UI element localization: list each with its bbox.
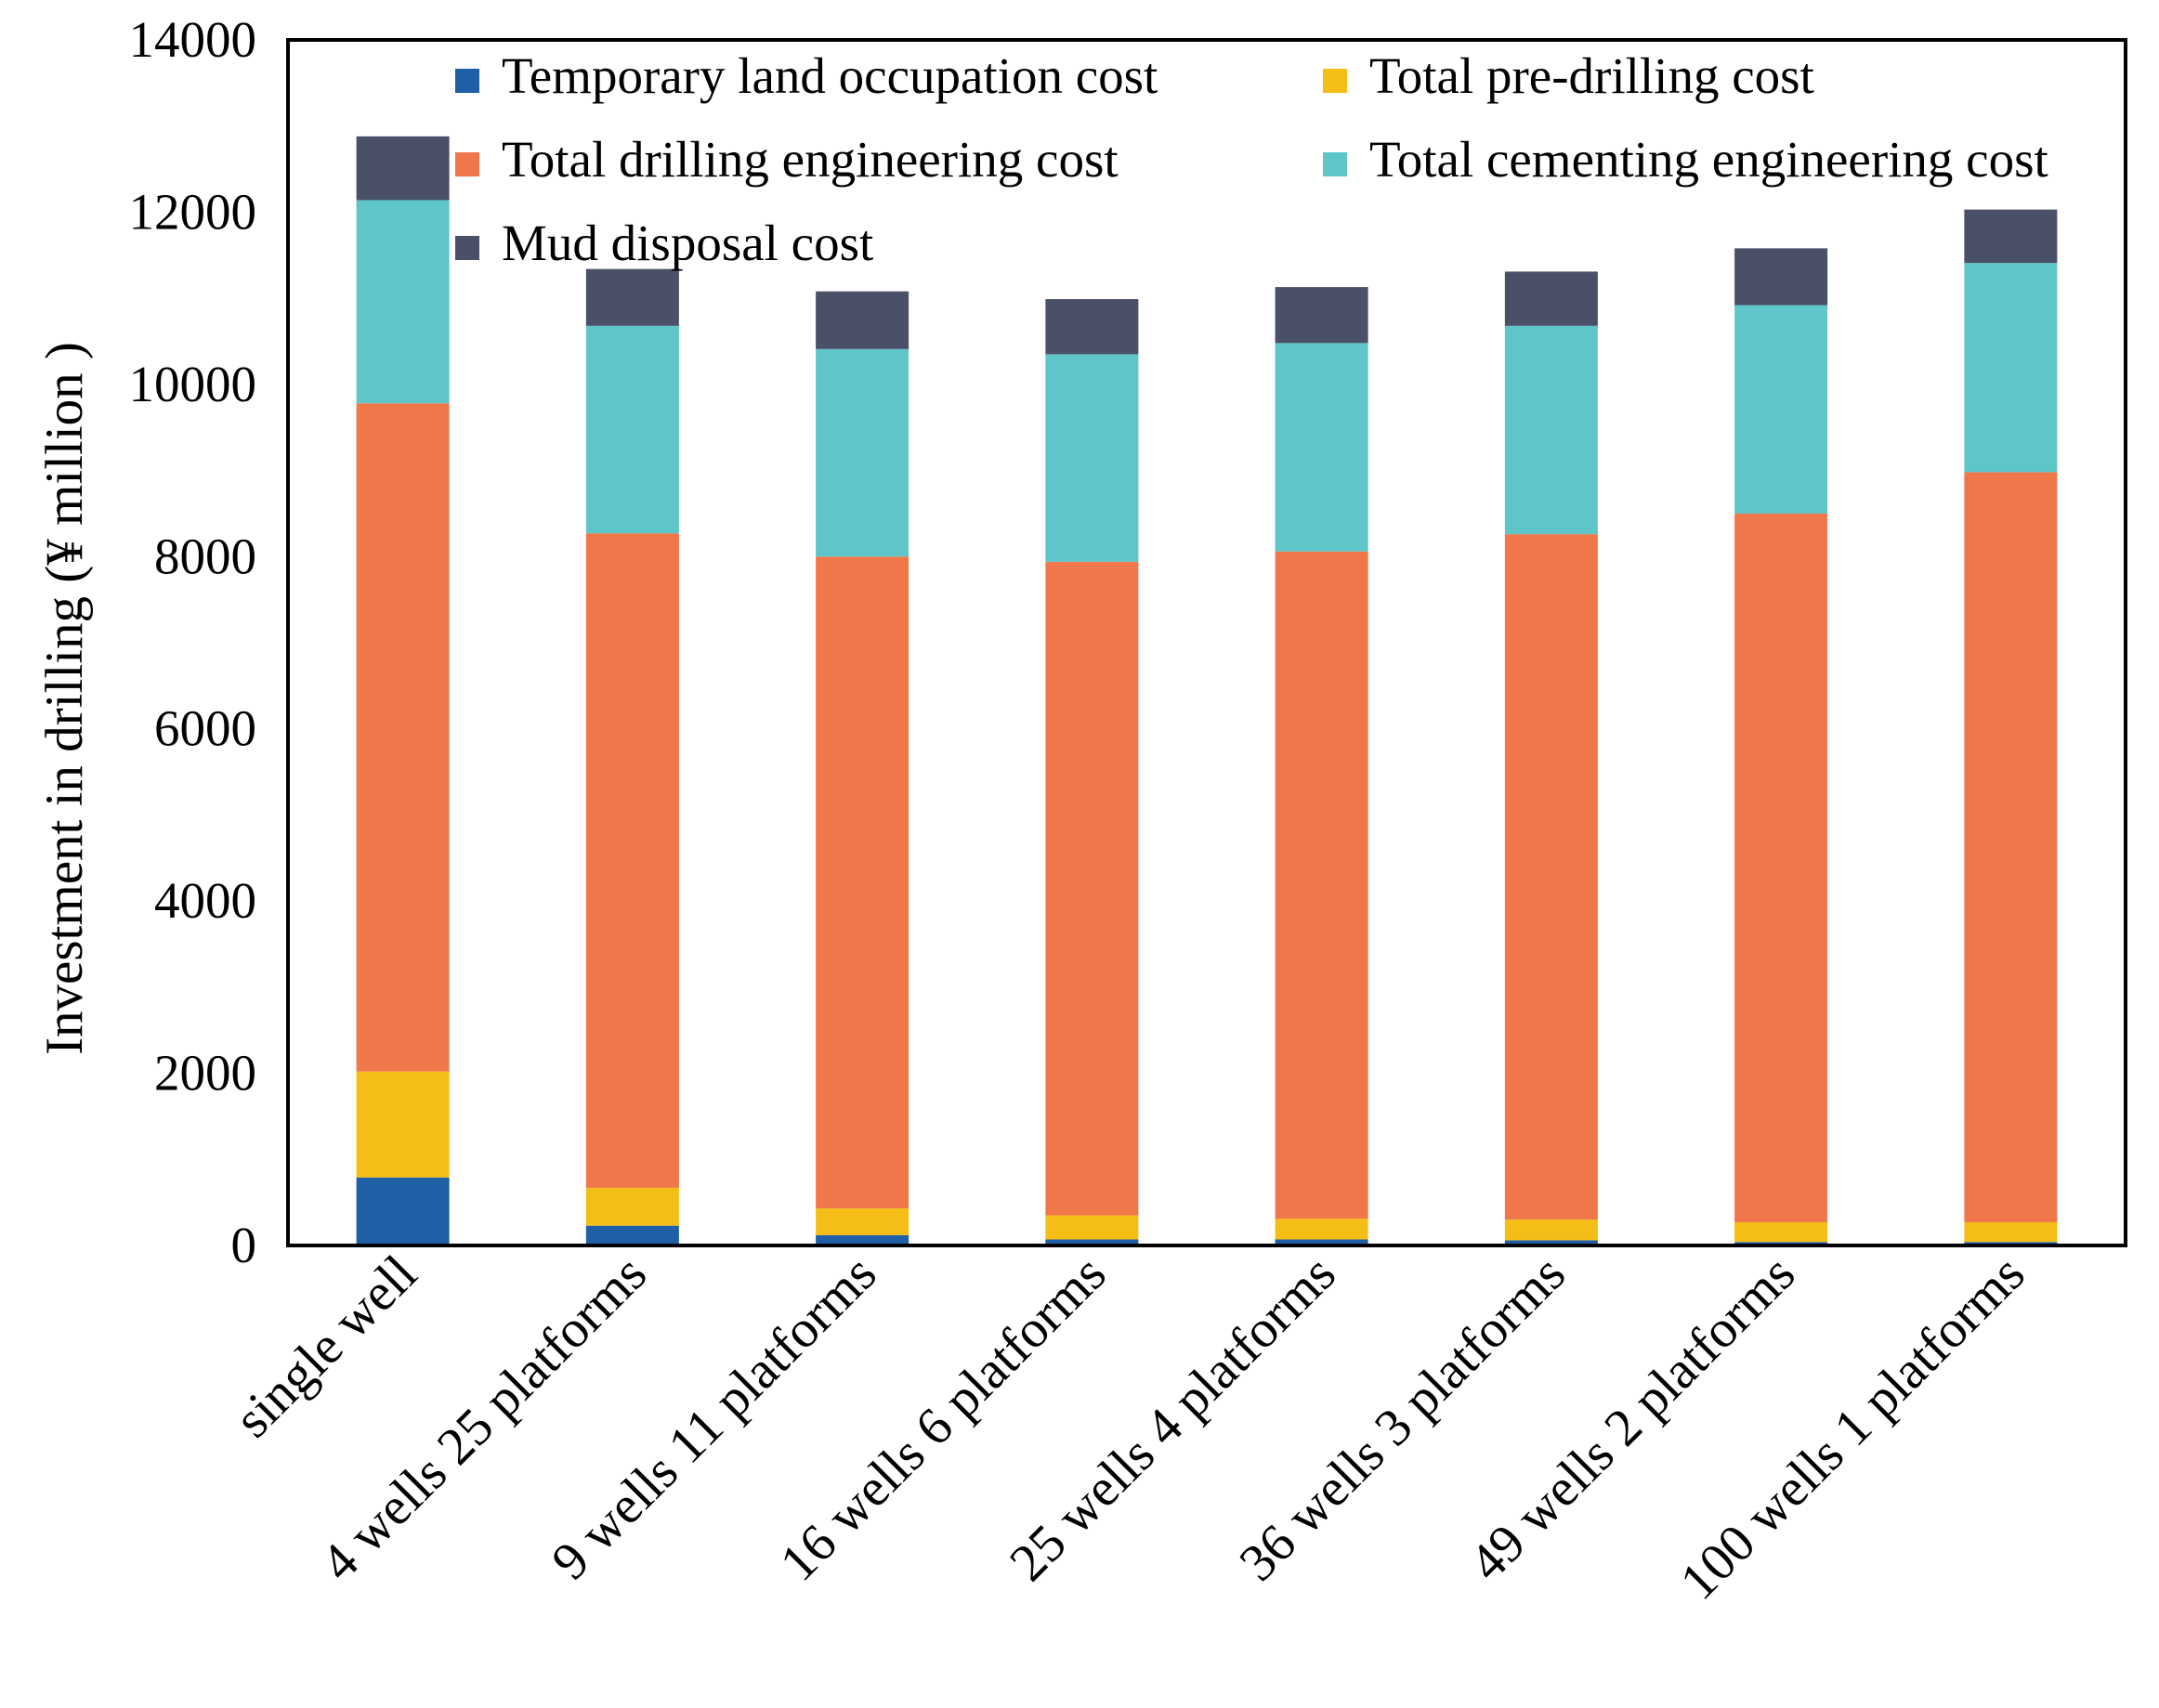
bar-segment-total-pre-drilling-cost <box>1275 1219 1368 1240</box>
bar-segment-total-cementing-engineering-cost <box>356 200 450 404</box>
y-tick-label: 0 <box>231 1217 257 1273</box>
bars <box>356 136 2058 1245</box>
y-tick-label: 12000 <box>129 183 257 240</box>
bar-segment-mud-disposal-cost <box>356 136 450 201</box>
bar-segment-total-pre-drilling-cost <box>1045 1215 1139 1240</box>
bar-stack <box>1964 209 2058 1245</box>
legend-label: Total drilling engineering cost <box>502 131 1119 188</box>
bar-segment-temporary-land-occupation-cost <box>585 1225 679 1245</box>
bar-segment-temporary-land-occupation-cost <box>356 1177 450 1245</box>
bar-stack <box>816 291 909 1245</box>
y-axis-label-group: Investment in drilling (¥ million ) <box>35 342 94 1055</box>
y-axis-ticks: 0 2000 4000 6000 8000 10000 12000 14000 <box>129 11 257 1273</box>
bar-segment-total-pre-drilling-cost <box>1964 1221 2058 1243</box>
bar-segment-total-pre-drilling-cost <box>1504 1219 1598 1241</box>
bar-stack <box>356 136 450 1245</box>
bar-segment-mud-disposal-cost <box>816 291 909 349</box>
y-tick-label: 14000 <box>129 11 257 68</box>
bar-segment-temporary-land-occupation-cost <box>816 1234 909 1245</box>
bar-segment-total-drilling-engineering-cost <box>1045 561 1139 1216</box>
legend-item: Total cementing engineering cost <box>1323 131 2048 188</box>
x-category-label: single well <box>224 1245 428 1449</box>
bar-segment-mud-disposal-cost <box>1275 287 1368 344</box>
bar-segment-mud-disposal-cost <box>1504 271 1598 326</box>
y-tick-label: 4000 <box>154 872 256 929</box>
legend-swatch <box>455 152 479 176</box>
bar-segment-total-drilling-engineering-cost <box>356 403 450 1072</box>
bar-stack <box>1275 287 1368 1245</box>
bar-segment-mud-disposal-cost <box>1045 299 1139 355</box>
bar-segment-total-cementing-engineering-cost <box>1275 343 1368 552</box>
bar-segment-total-drilling-engineering-cost <box>1504 534 1598 1220</box>
bar-segment-total-pre-drilling-cost <box>356 1071 450 1178</box>
bar-segment-total-cementing-engineering-cost <box>1045 354 1139 562</box>
y-tick-label: 8000 <box>154 528 256 584</box>
legend-swatch <box>1323 152 1347 176</box>
bar-segment-total-cementing-engineering-cost <box>1964 263 2058 473</box>
legend-item: Total drilling engineering cost <box>455 131 1119 188</box>
bar-segment-temporary-land-occupation-cost <box>1504 1240 1598 1245</box>
bar-stack <box>585 268 679 1245</box>
y-tick-label: 6000 <box>154 700 256 757</box>
bar-stack <box>1734 248 1828 1245</box>
bar-segment-mud-disposal-cost <box>1964 209 2058 264</box>
legend: Temporary land occupation cost Total pre-… <box>455 47 2048 271</box>
y-axis-label: Investment in drilling (¥ million ) <box>35 342 94 1055</box>
bar-segment-total-cementing-engineering-cost <box>816 348 909 557</box>
legend-item: Mud disposal cost <box>455 215 873 271</box>
bar-segment-total-drilling-engineering-cost <box>816 556 909 1209</box>
bar-segment-total-pre-drilling-cost <box>816 1208 909 1235</box>
legend-label: Total pre-drilling cost <box>1369 47 1814 104</box>
legend-swatch <box>455 69 479 93</box>
legend-swatch <box>1323 69 1347 93</box>
bar-segment-temporary-land-occupation-cost <box>1275 1239 1368 1245</box>
bar-segment-total-drilling-engineering-cost <box>1734 513 1828 1222</box>
bar-segment-total-drilling-engineering-cost <box>1275 551 1368 1219</box>
bar-segment-total-drilling-engineering-cost <box>585 533 679 1188</box>
legend-label: Total cementing engineering cost <box>1369 131 2048 188</box>
bar-segment-total-cementing-engineering-cost <box>1734 305 1828 514</box>
legend-item: Temporary land occupation cost <box>455 47 1158 104</box>
bar-segment-temporary-land-occupation-cost <box>1045 1239 1139 1245</box>
bar-stack <box>1504 271 1598 1245</box>
plot-frame <box>286 38 2127 1247</box>
legend-label: Mud disposal cost <box>502 215 873 271</box>
bar-segment-total-drilling-engineering-cost <box>1964 472 2058 1222</box>
bar-segment-total-pre-drilling-cost <box>1734 1221 1828 1243</box>
bar-segment-total-pre-drilling-cost <box>585 1187 679 1226</box>
bar-segment-total-cementing-engineering-cost <box>1504 325 1598 535</box>
bar-segment-total-cementing-engineering-cost <box>585 325 679 534</box>
legend-swatch <box>455 236 479 260</box>
bar-segment-mud-disposal-cost <box>585 268 679 326</box>
bar-stack <box>1045 299 1139 1245</box>
bar-segment-mud-disposal-cost <box>1734 248 1828 306</box>
legend-label: Temporary land occupation cost <box>502 47 1158 104</box>
y-tick-label: 10000 <box>129 356 257 412</box>
y-tick-label: 2000 <box>154 1045 256 1102</box>
legend-item: Total pre-drilling cost <box>1323 47 1814 104</box>
